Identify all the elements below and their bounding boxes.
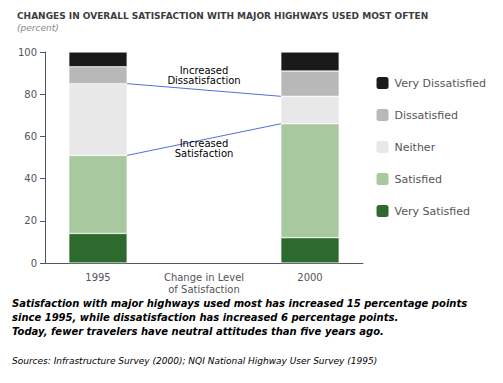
svg-text:Satisfaction: Satisfaction [175,148,234,159]
svg-text:of Satisfaction: of Satisfaction [168,284,240,295]
svg-text:Increased: Increased [179,65,229,77]
svg-text:80: 80 [24,89,37,100]
svg-text:(percent): (percent) [17,23,59,33]
svg-text:CHANGES IN OVERALL SATISFACTIO: CHANGES IN OVERALL SATISFACTION WITH MAJ… [17,11,428,21]
svg-text:Sources: Infrastructure Survey: Sources: Infrastructure Survey (2000); N… [12,356,377,366]
svg-text:20: 20 [24,215,37,226]
svg-text:Satisfied: Satisfied [395,173,443,186]
svg-text:60: 60 [24,131,37,142]
svg-text:0: 0 [31,258,37,269]
svg-text:2000: 2000 [297,272,322,283]
svg-text:100: 100 [18,47,37,58]
svg-text:Very Satisfied: Very Satisfied [395,205,470,218]
svg-text:40: 40 [24,173,37,184]
svg-text:1995: 1995 [85,272,110,283]
svg-text:Change in Level: Change in Level [164,272,244,283]
svg-text:Satisfaction with major highwa: Satisfaction with major highways used mo… [12,298,467,309]
svg-text:Dissatisfied: Dissatisfied [395,109,459,122]
svg-text:Very Dissatisfied: Very Dissatisfied [395,77,486,90]
svg-text:Increased: Increased [179,137,229,149]
svg-text:Today, fewer travelers have ne: Today, fewer travelers have neutral atti… [12,326,384,337]
svg-text:Neither: Neither [395,141,436,154]
svg-text:since 1995, while dissatisfact: since 1995, while dissatisfaction has in… [12,312,398,323]
svg-text:Dissatisfaction: Dissatisfaction [167,75,240,86]
